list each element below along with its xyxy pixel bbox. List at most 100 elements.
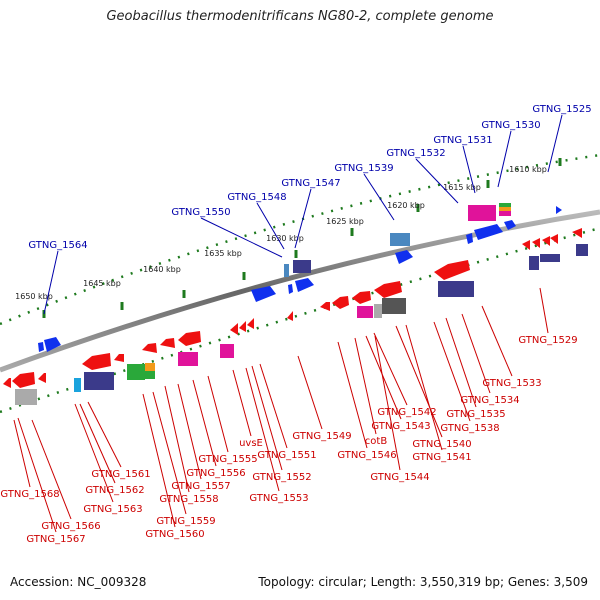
gene-box[interactable] — [84, 372, 114, 390]
gene-arrow[interactable] — [251, 286, 276, 302]
gene-label[interactable]: GTNG_1560 — [145, 529, 204, 540]
gene-label[interactable]: GTNG_1541 — [412, 452, 471, 463]
gene-arrow[interactable] — [522, 240, 530, 250]
gene-box[interactable] — [576, 244, 588, 256]
gene-arrow[interactable] — [466, 233, 473, 244]
gene-label[interactable]: GTNG_1534 — [460, 395, 519, 406]
gene-arrow[interactable] — [82, 353, 111, 370]
gene-arrow[interactable] — [352, 291, 371, 304]
gene-label[interactable]: GTNG_1540 — [412, 439, 471, 450]
gene-arrow[interactable] — [332, 296, 349, 309]
gene-label[interactable]: GTNG_1542 — [377, 407, 436, 418]
gene-label[interactable]: GTNG_1568 — [0, 489, 59, 500]
gene-arrow[interactable] — [556, 206, 562, 214]
gene-arrow[interactable] — [247, 318, 254, 329]
leader-line — [13, 419, 31, 488]
gene-box[interactable] — [357, 306, 373, 318]
gene-box[interactable] — [390, 233, 410, 246]
gene-label[interactable]: GTNG_1563 — [83, 504, 142, 515]
leader-line — [294, 188, 312, 249]
gene-arrow[interactable] — [114, 354, 124, 362]
gene-label[interactable]: GTNG_1564 — [28, 240, 87, 251]
gene-box[interactable] — [499, 211, 511, 216]
gene-label[interactable]: uvsE — [239, 438, 263, 449]
gene-box[interactable] — [284, 264, 289, 277]
gene-box[interactable] — [178, 352, 198, 366]
gene-label[interactable]: GTNG_1547 — [281, 178, 340, 189]
gene-label[interactable]: GTNG_1544 — [370, 472, 429, 483]
gene-box[interactable] — [220, 344, 234, 358]
gene-label[interactable]: GTNG_1557 — [171, 481, 230, 492]
gene-box[interactable] — [529, 256, 539, 270]
gene-arrow[interactable] — [295, 278, 314, 292]
gene-label[interactable]: GTNG_1533 — [482, 378, 541, 389]
leader-line — [445, 317, 477, 408]
gene-arrow[interactable] — [3, 378, 11, 388]
gene-label[interactable]: GTNG_1531 — [433, 135, 492, 146]
gene-arrow[interactable] — [572, 228, 582, 238]
gene-box[interactable] — [382, 298, 406, 314]
gene-label[interactable]: GTNG_1529 — [518, 335, 577, 346]
gene-box[interactable] — [499, 207, 511, 211]
gene-label[interactable]: GTNG_1567 — [26, 534, 85, 545]
gene-arrow[interactable] — [38, 373, 46, 383]
gene-arrow[interactable] — [44, 337, 61, 352]
gene-label[interactable]: GTNG_1550 — [171, 207, 230, 218]
gene-label[interactable]: GTNG_1546 — [337, 450, 396, 461]
gene-label[interactable]: GTNG_1539 — [334, 163, 393, 174]
gene-arrow[interactable] — [320, 302, 330, 311]
gene-box[interactable] — [127, 364, 145, 380]
leader-line — [200, 217, 283, 258]
gene-label[interactable]: GTNG_1552 — [252, 472, 311, 483]
gene-label[interactable]: GTNG_1538 — [440, 423, 499, 434]
gene-box[interactable] — [374, 304, 382, 318]
gene-label[interactable]: GTNG_1532 — [386, 148, 445, 159]
gene-arrow[interactable] — [395, 250, 413, 264]
gene-box[interactable] — [74, 378, 81, 392]
gene-arrow[interactable] — [288, 284, 293, 294]
gene-arrow[interactable] — [12, 372, 35, 388]
gene-arrow[interactable] — [160, 338, 175, 348]
gene-label[interactable]: GTNG_1562 — [85, 485, 144, 496]
gene-label[interactable]: GTNG_1561 — [91, 469, 150, 480]
gene-arrow[interactable] — [532, 238, 540, 248]
leader-line — [497, 130, 512, 188]
gene-label[interactable]: GTNG_1556 — [186, 468, 245, 479]
gene-arrow[interactable] — [230, 323, 238, 335]
gene-arrow[interactable] — [374, 281, 402, 298]
gene-arrow[interactable] — [542, 236, 550, 246]
gene-box[interactable] — [540, 254, 560, 262]
gene-box[interactable] — [15, 389, 37, 405]
gene-arrow[interactable] — [287, 311, 293, 321]
gene-box[interactable] — [438, 281, 474, 297]
gene-label[interactable]: GTNG_1555 — [198, 454, 257, 465]
gene-label[interactable]: cotB — [365, 436, 388, 447]
gene-label[interactable]: GTNG_1559 — [156, 516, 215, 527]
leader-line — [395, 325, 443, 438]
gene-arrow[interactable] — [178, 331, 201, 346]
gene-arrow[interactable] — [504, 220, 516, 230]
gene-label[interactable]: GTNG_1553 — [249, 493, 308, 504]
gene-label[interactable]: GTNG_1530 — [481, 120, 540, 131]
gene-label[interactable]: GTNG_1558 — [159, 494, 218, 505]
gene-arrow[interactable] — [474, 224, 503, 240]
gene-box[interactable] — [145, 363, 155, 371]
gene-box[interactable] — [293, 260, 311, 273]
gene-arrow[interactable] — [38, 342, 44, 352]
gene-label[interactable]: GTNG_1525 — [532, 104, 591, 115]
gene-label[interactable]: GTNG_1535 — [446, 409, 505, 420]
gene-label[interactable]: GTNG_1551 — [257, 450, 316, 461]
gene-arrow[interactable] — [550, 234, 558, 244]
gene-label[interactable]: GTNG_1543 — [371, 421, 430, 432]
gene-box[interactable] — [499, 203, 511, 207]
gene-arrow[interactable] — [434, 260, 470, 280]
leader-line — [461, 313, 491, 394]
gene-box[interactable] — [468, 205, 496, 221]
gene-label[interactable]: GTNG_1548 — [227, 192, 286, 203]
gene-arrow[interactable] — [142, 343, 157, 353]
gene-box[interactable] — [145, 371, 155, 379]
gene-label[interactable]: GTNG_1566 — [41, 521, 100, 532]
gene-arrow[interactable] — [239, 321, 246, 332]
gene-label[interactable]: GTNG_1549 — [292, 431, 351, 442]
